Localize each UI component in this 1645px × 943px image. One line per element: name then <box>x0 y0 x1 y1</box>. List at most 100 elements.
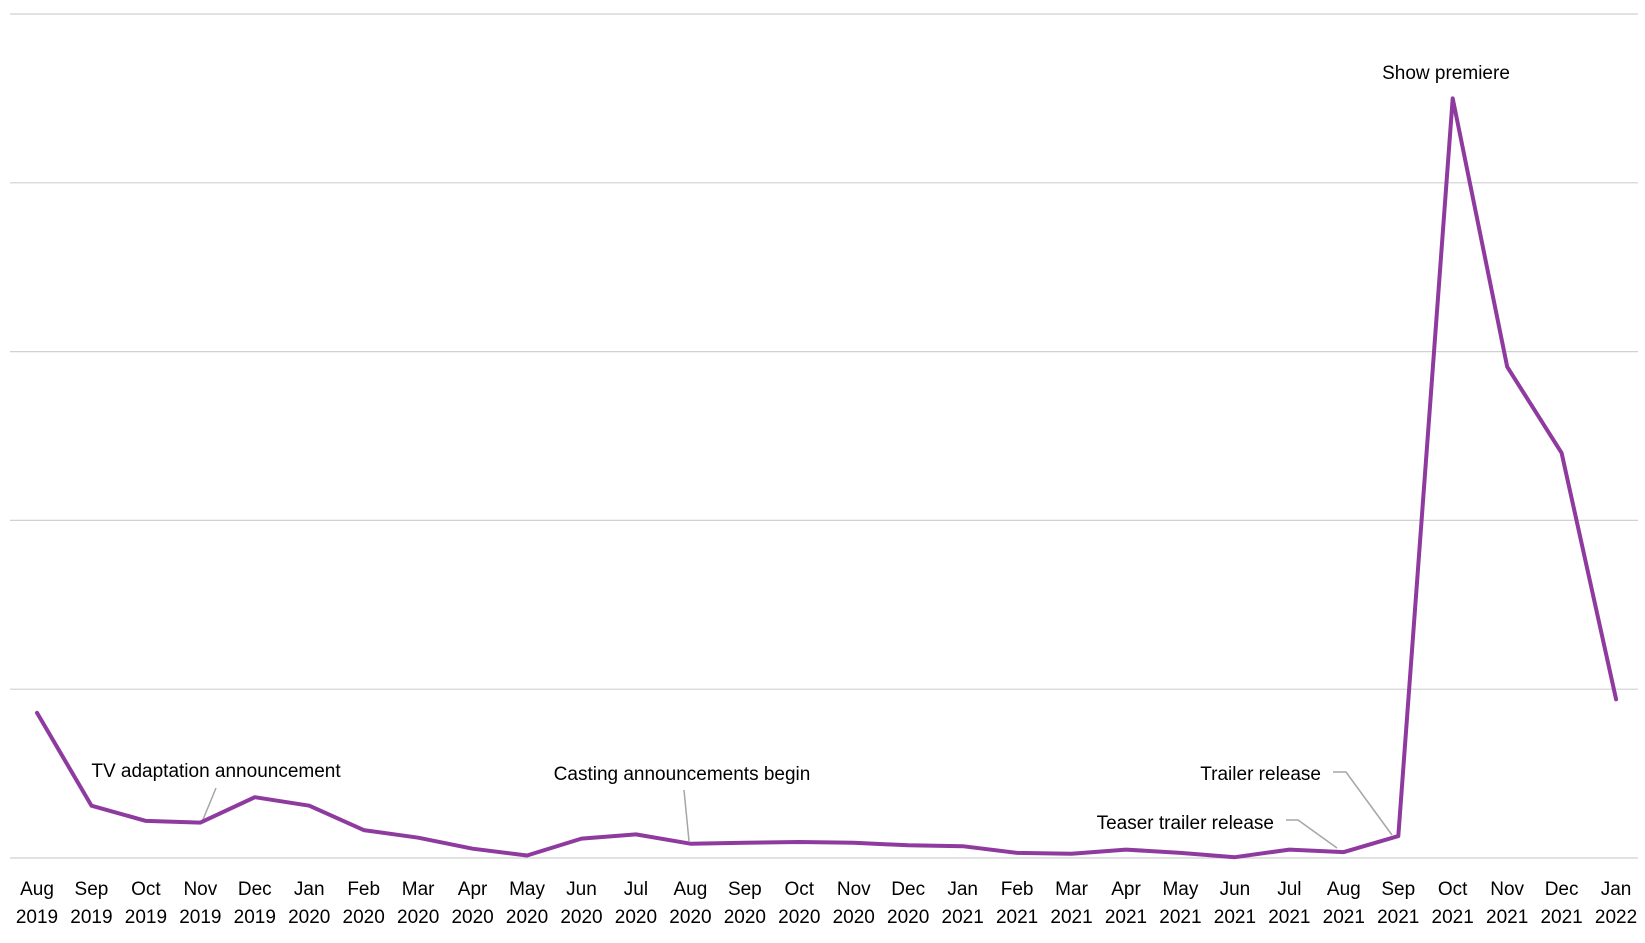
x-tick-label: Jun 2020 <box>560 879 602 928</box>
x-tick-label: Jun 2021 <box>1214 879 1256 928</box>
x-tick-month: Jul <box>1277 879 1301 900</box>
x-tick-month: Aug <box>673 879 707 900</box>
annotation-leader-line <box>1286 819 1338 849</box>
x-tick-label: Sep 2021 <box>1377 879 1419 928</box>
x-tick-month: Dec <box>1545 879 1579 900</box>
annotation-leader-line <box>1333 771 1393 836</box>
x-tick-month: Oct <box>131 879 161 900</box>
x-tick-month: Sep <box>728 879 762 900</box>
x-tick-year: 2021 <box>996 907 1038 928</box>
x-tick-label: Mar 2020 <box>397 879 439 928</box>
x-tick-label: Jul 2021 <box>1268 879 1310 928</box>
x-tick-month: Nov <box>837 879 871 900</box>
x-tick-label: Aug 2021 <box>1323 879 1365 928</box>
x-tick-label: May 2021 <box>1159 879 1201 928</box>
x-tick-year: 2019 <box>234 907 276 928</box>
x-tick-label: May 2020 <box>506 879 548 928</box>
annotation-leader-line <box>201 787 217 823</box>
x-tick-month: Nov <box>1490 879 1524 900</box>
x-tick-label: Jan 2022 <box>1595 879 1637 928</box>
x-tick-label: Feb 2021 <box>996 879 1038 928</box>
x-tick-label: Mar 2021 <box>1050 879 1092 928</box>
x-tick-month: Jul <box>624 879 648 900</box>
x-tick-label: Sep 2020 <box>724 879 766 928</box>
x-tick-year: 2020 <box>288 907 330 928</box>
x-tick-label: Oct 2020 <box>778 879 820 928</box>
x-tick-label: Sep 2019 <box>70 879 112 928</box>
x-tick-year: 2020 <box>669 907 711 928</box>
annotation-labels: TV adaptation announcement Casting announ… <box>91 63 1510 834</box>
x-tick-year: 2021 <box>1432 907 1474 928</box>
annotation-leaders <box>201 771 1393 849</box>
x-tick-month: Jan <box>1601 879 1632 900</box>
x-tick-year: 2021 <box>1486 907 1528 928</box>
x-tick-label: Aug 2020 <box>669 879 711 928</box>
x-tick-label: Jan 2020 <box>288 879 330 928</box>
x-axis-tick-labels: Aug 2019 Sep 2019 Oct 2019 Nov 2019 Dec 2019 Jan 20… <box>16 879 1637 928</box>
gridlines <box>10 13 1638 859</box>
x-tick-month: Apr <box>1111 879 1141 900</box>
annotation-label: Trailer release <box>1200 764 1321 785</box>
x-tick-label: Dec 2021 <box>1540 879 1582 928</box>
annotation-label: Casting announcements begin <box>554 764 811 785</box>
x-tick-year: 2021 <box>1377 907 1419 928</box>
x-tick-month: Jan <box>294 879 325 900</box>
x-tick-year: 2020 <box>506 907 548 928</box>
x-tick-year: 2022 <box>1595 907 1637 928</box>
x-tick-year: 2019 <box>179 907 221 928</box>
x-tick-month: Nov <box>183 879 217 900</box>
x-tick-year: 2020 <box>724 907 766 928</box>
x-tick-year: 2021 <box>1105 907 1147 928</box>
x-tick-month: Feb <box>1001 879 1034 900</box>
x-tick-month: Apr <box>458 879 488 900</box>
x-tick-year: 2019 <box>125 907 167 928</box>
x-tick-year: 2021 <box>942 907 984 928</box>
x-tick-year: 2020 <box>615 907 657 928</box>
x-tick-year: 2021 <box>1050 907 1092 928</box>
x-tick-year: 2020 <box>887 907 929 928</box>
x-tick-label: Oct 2021 <box>1432 879 1474 928</box>
x-tick-month: Aug <box>1327 879 1361 900</box>
x-tick-label: Nov 2019 <box>179 879 221 928</box>
x-tick-year: 2020 <box>560 907 602 928</box>
x-tick-month: Jun <box>566 879 597 900</box>
x-tick-label: Nov 2021 <box>1486 879 1528 928</box>
x-tick-year: 2021 <box>1159 907 1201 928</box>
x-tick-year: 2020 <box>451 907 493 928</box>
x-tick-label: Oct 2019 <box>125 879 167 928</box>
x-tick-year: 2021 <box>1268 907 1310 928</box>
x-tick-year: 2020 <box>397 907 439 928</box>
annotation-label: Teaser trailer release <box>1097 813 1274 834</box>
x-tick-label: Feb 2020 <box>343 879 385 928</box>
series-line <box>35 96 1619 860</box>
annotation-label: Show premiere <box>1382 63 1510 84</box>
x-tick-month: Aug <box>20 879 54 900</box>
x-tick-year: 2021 <box>1323 907 1365 928</box>
annotation-leader-line <box>683 789 690 842</box>
x-tick-year: 2020 <box>343 907 385 928</box>
x-tick-month: Feb <box>347 879 380 900</box>
x-tick-month: Sep <box>75 879 109 900</box>
x-tick-month: May <box>1162 879 1198 900</box>
x-tick-year: 2021 <box>1540 907 1582 928</box>
x-tick-label: Jul 2020 <box>615 879 657 928</box>
x-tick-label: Jan 2021 <box>942 879 984 928</box>
x-tick-month: Sep <box>1381 879 1415 900</box>
x-tick-label: Dec 2020 <box>887 879 929 928</box>
x-tick-label: Nov 2020 <box>833 879 875 928</box>
x-tick-month: Dec <box>238 879 272 900</box>
x-tick-month: Dec <box>891 879 925 900</box>
x-tick-year: 2020 <box>833 907 875 928</box>
x-tick-year: 2019 <box>16 907 58 928</box>
x-tick-label: Apr 2021 <box>1105 879 1147 928</box>
x-tick-year: 2020 <box>778 907 820 928</box>
x-tick-month: Mar <box>1055 879 1088 900</box>
x-tick-label: Dec 2019 <box>234 879 276 928</box>
x-tick-year: 2021 <box>1214 907 1256 928</box>
annotation-label: TV adaptation announcement <box>91 761 341 782</box>
x-tick-year: 2019 <box>70 907 112 928</box>
x-tick-month: Oct <box>1438 879 1468 900</box>
x-tick-month: Jun <box>1220 879 1251 900</box>
x-tick-month: May <box>509 879 545 900</box>
